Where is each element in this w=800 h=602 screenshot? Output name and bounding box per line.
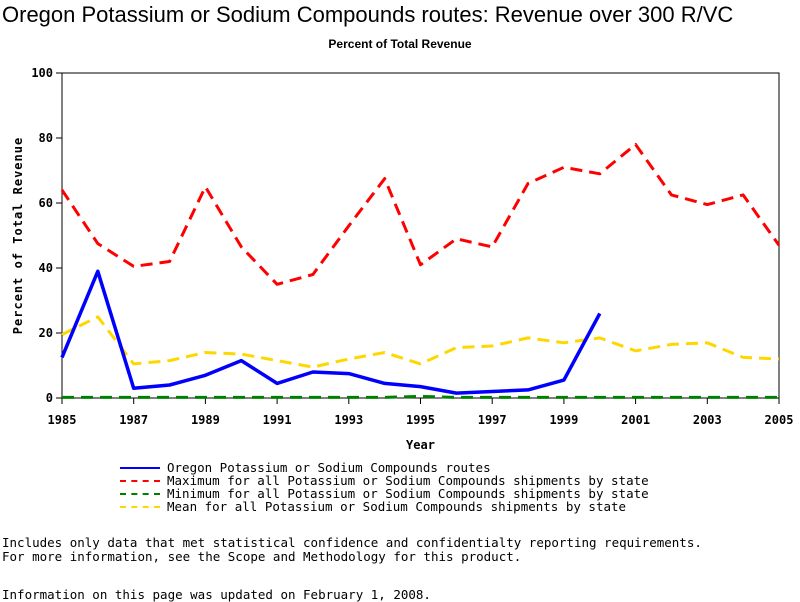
- legend-item: Minimum for all Potassium or Sodium Comp…: [120, 486, 649, 501]
- x-tick-label: 2001: [621, 413, 650, 427]
- footnotes: Includes only data that met statistical …: [2, 536, 702, 564]
- series-layer: [60, 143, 781, 399]
- legend-swatch-minimum: [120, 492, 160, 495]
- y-tick-label: 40: [39, 261, 53, 275]
- line-chart: 0 20 40 60 80 100 1985 1987 1989 1991 1993 1995 1997…: [11, 66, 793, 452]
- plot-frame: [61, 72, 780, 399]
- legend-swatch-oregon: [120, 466, 160, 469]
- legend-swatch-mean: [120, 505, 160, 508]
- legend-item: Maximum for all Potassium or Sodium Comp…: [120, 473, 649, 488]
- x-tick-label: 2003: [693, 413, 722, 427]
- updated-notice: Information on this page was updated on …: [2, 587, 431, 602]
- series-line-minimum: [62, 394, 779, 399]
- y-tick-label: 80: [39, 131, 53, 145]
- chart-subtitle: Percent of Total Revenue: [328, 37, 472, 51]
- legend-swatch-maximum: [120, 479, 160, 482]
- y-tick-label: 60: [39, 196, 53, 210]
- series-line-maximum: [60, 143, 781, 286]
- series-line-oregon: [60, 269, 602, 395]
- legend-item: Oregon Potassium or Sodium Compounds rou…: [120, 460, 649, 475]
- x-tick-label: 1995: [406, 413, 435, 427]
- legend-label: Mean for all Potassium or Sodium Compoun…: [167, 499, 627, 514]
- x-tick-label: 1989: [191, 413, 220, 427]
- chart-title: Oregon Potassium or Sodium Compounds rou…: [2, 2, 734, 27]
- footnote-confidence: Includes only data that met statistical …: [2, 535, 702, 550]
- x-tick-label: 2005: [765, 413, 794, 427]
- x-tick-label: 1997: [478, 413, 507, 427]
- x-tick-label: 1993: [334, 413, 363, 427]
- legend-label: Oregon Potassium or Sodium Compounds rou…: [167, 460, 491, 475]
- y-tick-label: 0: [46, 391, 53, 405]
- legend-label: Minimum for all Potassium or Sodium Comp…: [167, 486, 649, 501]
- y-tick-label: 20: [39, 326, 53, 340]
- y-tick-label: 100: [31, 66, 53, 80]
- x-tick-label: 1987: [119, 413, 148, 427]
- legend-label: Maximum for all Potassium or Sodium Comp…: [167, 473, 649, 488]
- x-axis-title: Year: [406, 438, 435, 452]
- x-tick-label: 1991: [263, 413, 292, 427]
- legend: Oregon Potassium or Sodium Compounds rou…: [120, 460, 649, 514]
- series-line-mean: [61, 315, 780, 369]
- legend-item: Mean for all Potassium or Sodium Compoun…: [120, 499, 649, 514]
- x-tick-label: 1999: [549, 413, 578, 427]
- axes-layer: [56, 72, 780, 404]
- footnote-methodology: For more information, see the Scope and …: [2, 549, 522, 564]
- y-axis-title: Percent of Total Revenue: [11, 137, 25, 334]
- tick-labels-layer: 0 20 40 60 80 100 1985 1987 1989 1991 1993 1995 1997…: [31, 66, 793, 427]
- x-tick-label: 1985: [48, 413, 77, 427]
